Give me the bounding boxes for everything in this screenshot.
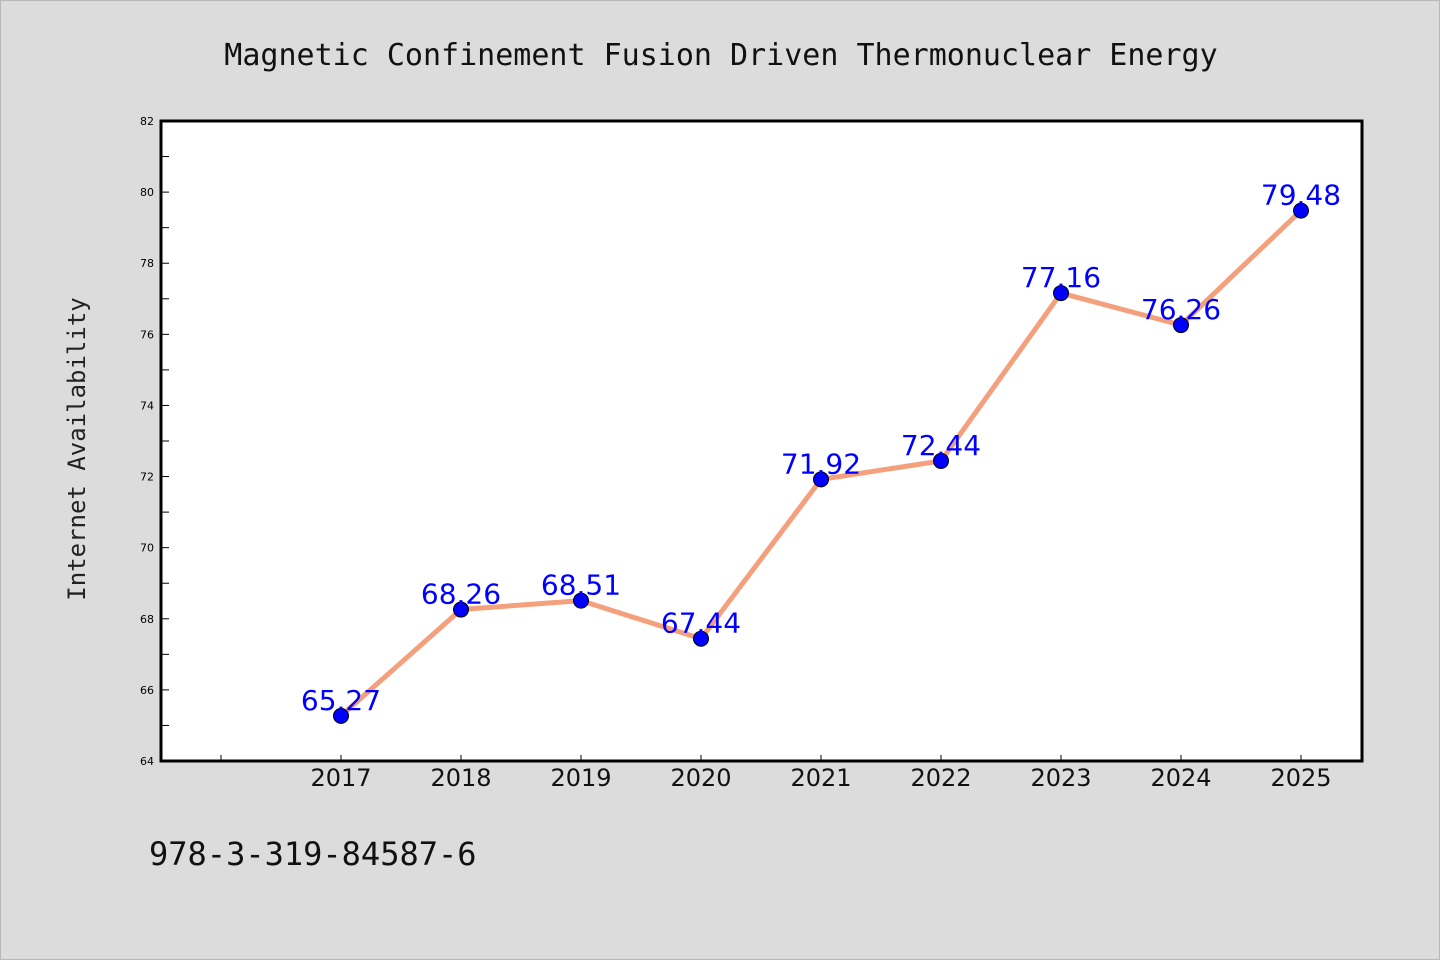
x-tick-label: 2020 bbox=[670, 764, 731, 792]
data-point-marker bbox=[1173, 317, 1189, 334]
y-tick-label: 66 bbox=[140, 684, 154, 697]
x-axis: 2017 2018 2019 2020 2021 2022 2023 2024 2025 bbox=[220, 755, 1332, 792]
y-tick-label: 76 bbox=[140, 328, 154, 341]
x-tick-label: 2025 bbox=[1270, 764, 1331, 792]
y-tick-label: 68 bbox=[140, 613, 154, 626]
y-tick-label: 64 bbox=[140, 755, 154, 768]
data-point-label: 77.16 bbox=[1021, 261, 1101, 294]
y-tick-label: 70 bbox=[140, 542, 154, 555]
y-tick-label: 72 bbox=[140, 471, 154, 484]
data-point-marker bbox=[1053, 285, 1069, 302]
y-axis: 64 66 68 70 72 74 76 78 80 82 bbox=[140, 115, 169, 768]
data-series: 65.27 68.26 68.51 67.44 71.92 72.44 77.16 76.26… bbox=[301, 179, 1341, 724]
data-point-label: 67.44 bbox=[661, 607, 741, 640]
y-tick-label: 82 bbox=[140, 115, 154, 128]
x-tick-label: 2017 bbox=[310, 764, 371, 792]
footnote-isbn: 978-3-319-84587-6 bbox=[149, 835, 477, 873]
x-tick-label: 2018 bbox=[430, 764, 491, 792]
x-tick-label: 2019 bbox=[550, 764, 611, 792]
x-tick-label: 2023 bbox=[1030, 764, 1091, 792]
x-tick-label: 2024 bbox=[1150, 764, 1211, 792]
data-point-label: 68.51 bbox=[541, 569, 621, 602]
data-point-marker bbox=[333, 707, 349, 724]
y-axis-label: Internet Availability bbox=[63, 297, 91, 600]
y-tick-label: 74 bbox=[140, 399, 154, 412]
data-point-marker bbox=[573, 592, 589, 609]
y-tick-label: 80 bbox=[140, 186, 154, 199]
data-point-label: 65.27 bbox=[301, 684, 381, 717]
chart-title: Magnetic Confinement Fusion Driven Therm… bbox=[224, 38, 1217, 73]
data-point-marker bbox=[933, 452, 949, 469]
plot-area bbox=[159, 119, 1364, 763]
data-point-label: 68.26 bbox=[421, 578, 501, 611]
data-point-marker bbox=[813, 471, 829, 488]
data-point-marker bbox=[1293, 202, 1309, 219]
data-point-marker bbox=[453, 601, 469, 618]
data-point-marker bbox=[693, 630, 709, 647]
data-point-label: 71.92 bbox=[781, 447, 861, 480]
x-tick-label: 2021 bbox=[790, 764, 851, 792]
y-tick-label: 78 bbox=[140, 257, 154, 270]
data-point-label: 79.48 bbox=[1261, 179, 1341, 212]
data-point-label: 76.26 bbox=[1141, 293, 1221, 326]
x-tick-label: 2022 bbox=[910, 764, 971, 792]
data-point-label: 72.44 bbox=[901, 429, 981, 462]
